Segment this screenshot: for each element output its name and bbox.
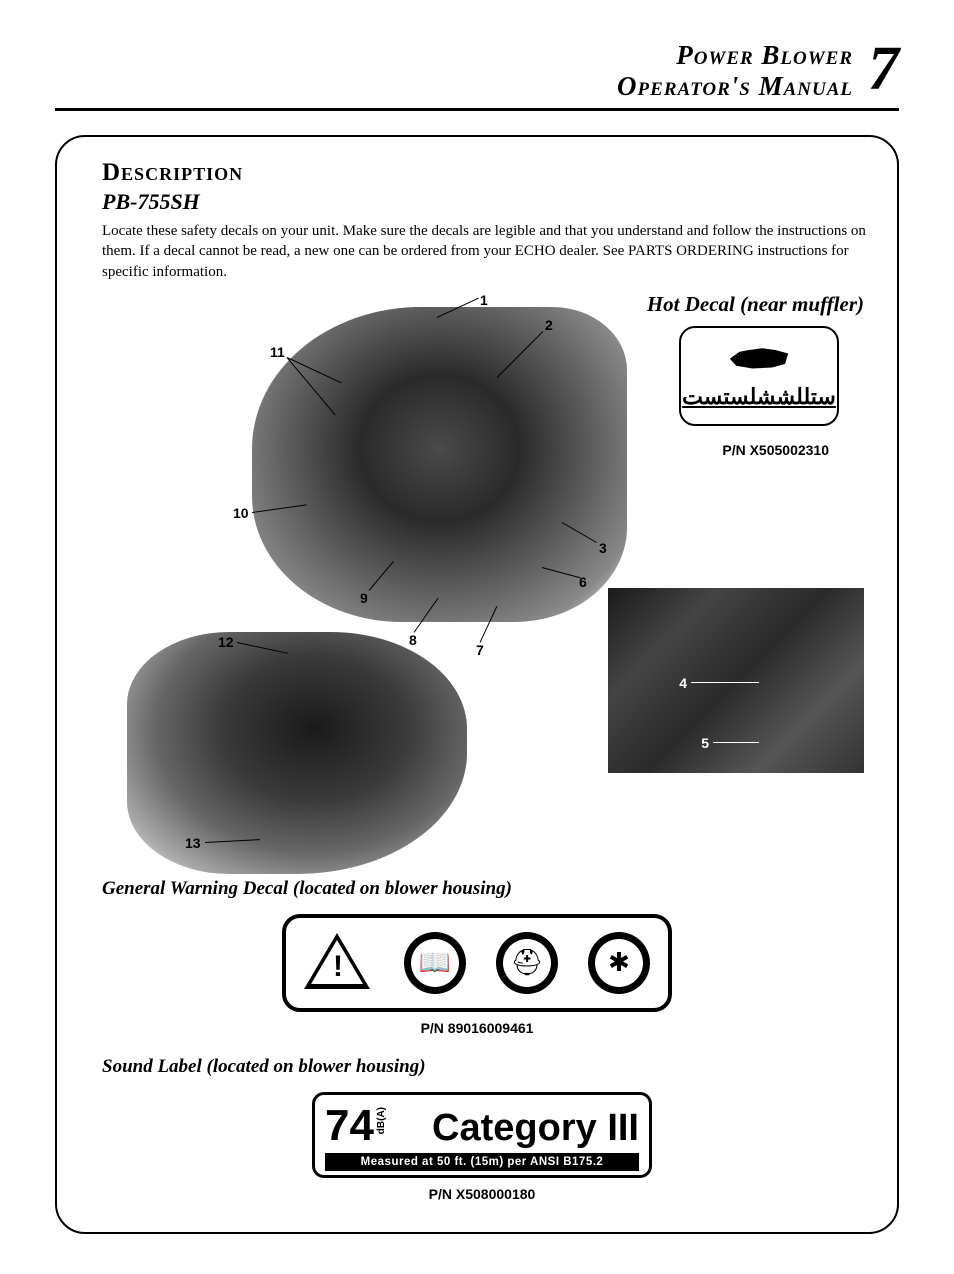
- moving-fan-icon: ✱: [588, 932, 650, 994]
- callout-1: 1: [480, 292, 488, 308]
- diagram-area: 1 2 11 10 3 6 9 8 7 12 13 Hot Decal (nea…: [102, 292, 879, 874]
- hot-decal-title: Hot Decal (near muffler): [647, 292, 864, 317]
- header-titles: Power Blower Operator's Manual: [617, 40, 853, 102]
- callout-5: 5: [701, 735, 709, 751]
- callout-7: 7: [476, 642, 484, 658]
- sound-label-top-row: 74 dB(A) Category III: [325, 1101, 639, 1151]
- callout-8: 8: [409, 632, 417, 648]
- sound-label-decal: 74 dB(A) Category III Measured at 50 ft.…: [312, 1092, 652, 1178]
- sound-measured-bar: Measured at 50 ft. (15m) per ANSI B175.2: [325, 1153, 639, 1171]
- callout-6: 6: [579, 574, 587, 590]
- general-warning-part-number: P/N 89016009461: [282, 1020, 672, 1036]
- callout-10: 10: [233, 505, 249, 521]
- sound-label-part-number: P/N X508000180: [312, 1186, 652, 1202]
- hot-decal-part-number: P/N X505002310: [722, 442, 829, 458]
- header-title-line1: Power Blower: [617, 40, 853, 71]
- content-frame: Description PB-755SH Locate these safety…: [55, 135, 899, 1234]
- callout-9: 9: [360, 590, 368, 606]
- general-warning-decal: ! 📖 ⛑ ✱: [282, 914, 672, 1012]
- sound-db-unit: dB(A): [376, 1107, 387, 1134]
- general-warning-title: General Warning Decal (located on blower…: [102, 878, 879, 900]
- read-manual-icon: 📖: [404, 932, 466, 994]
- callout-line-5: [713, 742, 759, 744]
- section-title: Description: [102, 159, 879, 187]
- warning-triangle-icon: !: [304, 933, 374, 993]
- sound-value: 74 dB(A): [325, 1101, 387, 1151]
- detail-closeup-image: [608, 588, 864, 773]
- hot-decal-box: ستللششلستست: [679, 326, 839, 426]
- model-number: PB-755SH: [102, 189, 879, 215]
- callout-4: 4: [679, 675, 687, 691]
- page-number: 7: [868, 40, 899, 99]
- callout-13: 13: [185, 835, 201, 851]
- sound-db-number: 74: [325, 1101, 374, 1151]
- intro-paragraph: Locate these safety decals on your unit.…: [102, 221, 879, 282]
- callout-3: 3: [599, 540, 607, 556]
- callout-line-4: [691, 682, 759, 684]
- side-blower-image: [127, 632, 467, 874]
- header-rule: [55, 108, 899, 111]
- sound-label-title: Sound Label (located on blower housing): [102, 1056, 879, 1078]
- callout-12: 12: [218, 634, 234, 650]
- callout-11: 11: [270, 344, 285, 360]
- callout-2: 2: [545, 317, 553, 333]
- header-title-line2: Operator's Manual: [617, 71, 853, 102]
- page-header: Power Blower Operator's Manual 7: [55, 40, 899, 102]
- wear-ppe-icon: ⛑: [496, 932, 558, 994]
- hand-icon: [727, 341, 792, 376]
- sound-category: Category III: [432, 1107, 639, 1150]
- heat-waves-icon: ستللششلستست: [682, 384, 836, 410]
